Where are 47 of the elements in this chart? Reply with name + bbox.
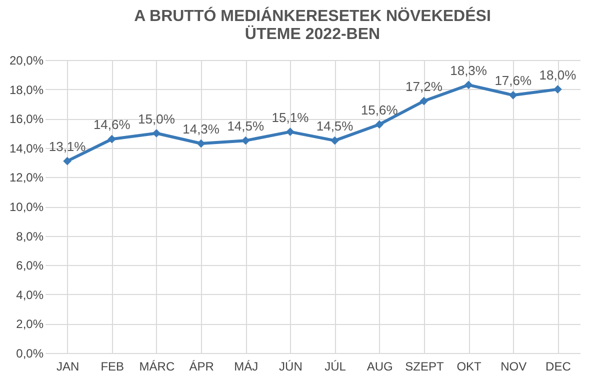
y-tick-label: 12,0% — [9, 170, 44, 185]
data-label: 14,5% — [316, 118, 354, 134]
data-label: 17,2% — [406, 79, 443, 94]
data-label: 15,0% — [138, 111, 176, 126]
point — [554, 85, 562, 94]
data-label: 18,3% — [450, 62, 488, 78]
point — [464, 80, 473, 90]
point — [286, 128, 294, 136]
data-label: 15,1% — [272, 110, 310, 125]
y-tick-label: 20,0% — [9, 54, 44, 68]
y-tick-label: 16,0% — [9, 112, 44, 126]
x-tick-label: JÚN — [279, 360, 302, 374]
x-tick-label: DEC — [546, 360, 572, 374]
x-tick-label: NOV — [500, 360, 527, 374]
y-tick-label: 18,0% — [9, 82, 44, 97]
data-label: 14,5% — [227, 118, 264, 134]
data-label: 14,3% — [182, 122, 220, 137]
x-tick-label: ÁPR — [189, 360, 214, 374]
point — [375, 120, 384, 129]
y-tick-label: 8,0% — [16, 229, 44, 244]
data-label: 14,6% — [93, 117, 131, 132]
point — [152, 129, 161, 138]
point — [330, 136, 339, 145]
x-tick-label: JÚL — [324, 360, 346, 374]
x-tick-label: MÁJ — [234, 360, 258, 374]
y-tick-label: 4,0% — [16, 288, 44, 302]
point — [63, 156, 72, 166]
y-tick-label: 14,0% — [9, 141, 44, 156]
y-tick-label: 6,0% — [16, 258, 44, 273]
point — [420, 96, 428, 106]
data-label: 15,6% — [360, 102, 398, 118]
y-tick-label: 10,0% — [9, 200, 44, 214]
data-label: 17,6% — [494, 73, 532, 88]
x-tick-label: AUG — [366, 360, 393, 374]
data-label: 18,0% — [539, 67, 577, 82]
x-tick-label: JAN — [56, 360, 80, 374]
y-tick-label: 2,0% — [16, 317, 44, 332]
x-tick-label: SZEPT — [405, 360, 444, 374]
y-tick-label: 0,0% — [16, 346, 44, 360]
x-tick-label: FEB — [100, 360, 124, 374]
point — [508, 90, 518, 100]
point — [196, 139, 206, 148]
point — [108, 134, 116, 144]
data-label: 13,1% — [48, 139, 86, 154]
x-tick-label: MÁRC — [139, 360, 175, 374]
x-tick-label: OKT — [456, 360, 482, 374]
chart-title: A BRUTTÓ MEDIÁNKERESETEK NÖVEKEDÉSI ÜTEME 2022-BEN — [134, 6, 491, 43]
